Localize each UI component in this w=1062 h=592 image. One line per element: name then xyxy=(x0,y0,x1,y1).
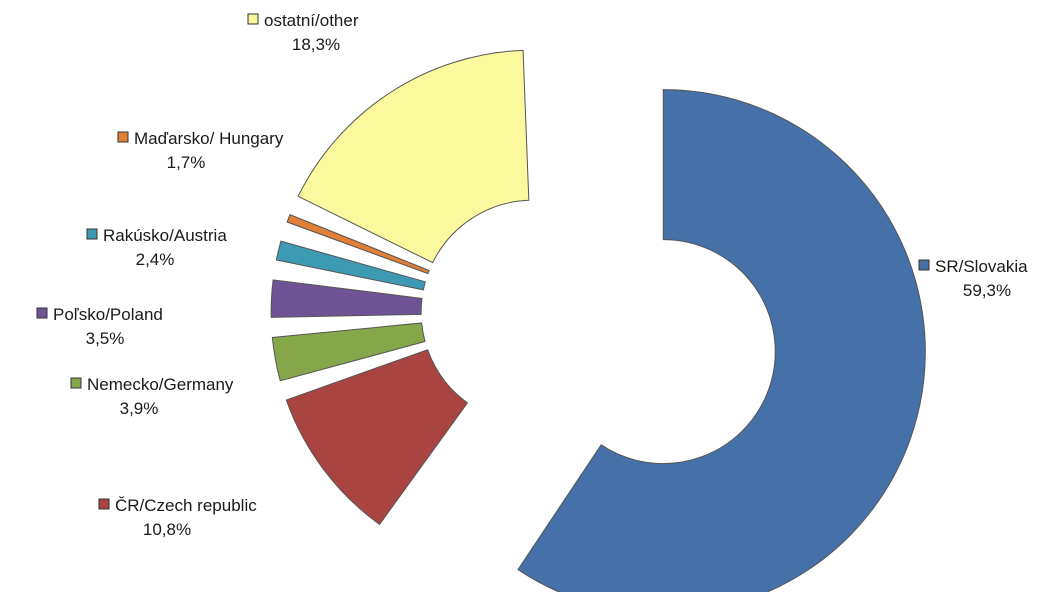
legend-swatch-2 xyxy=(70,377,82,389)
doughnut-slices xyxy=(270,49,926,592)
slice-value-label-2: 3,9% xyxy=(120,399,159,418)
slice-value-label-1: 10,8% xyxy=(143,520,191,539)
slice-value-label-0: 59,3% xyxy=(963,281,1011,300)
slice-6 xyxy=(297,49,530,264)
slice-name-label-2: Nemecko/Germany xyxy=(87,375,234,394)
slice-0 xyxy=(517,89,926,592)
legend-swatch-0 xyxy=(918,259,930,271)
slice-2 xyxy=(271,322,426,382)
slice-value-label-4: 2,4% xyxy=(136,250,175,269)
slice-value-label-3: 3,5% xyxy=(86,329,125,348)
slice-labels: SR/Slovakia 59,3% ČR/Czech republic 10,8% Ne… xyxy=(36,11,1028,539)
legend-swatch-6 xyxy=(247,13,259,25)
slice-name-label-1: ČR/Czech republic xyxy=(115,496,257,515)
legend-swatch-1 xyxy=(98,498,110,510)
slice-name-label-0: SR/Slovakia xyxy=(935,257,1028,276)
legend-swatch-4 xyxy=(86,228,98,240)
slice-name-label-5: Maďarsko/ Hungary xyxy=(134,129,284,148)
slice-name-label-3: Poľsko/Poland xyxy=(53,305,163,324)
slice-name-label-6: ostatní/other xyxy=(264,11,359,30)
slice-value-label-5: 1,7% xyxy=(167,153,206,172)
slice-name-label-4: Rakúsko/Austria xyxy=(103,226,227,245)
legend-swatch-3 xyxy=(36,307,48,319)
slice-5 xyxy=(286,213,430,275)
slice-3 xyxy=(270,279,423,318)
legend-swatch-5 xyxy=(117,131,129,143)
slice-1 xyxy=(285,349,469,526)
slice-4 xyxy=(275,240,426,291)
slice-value-label-6: 18,3% xyxy=(292,35,340,54)
